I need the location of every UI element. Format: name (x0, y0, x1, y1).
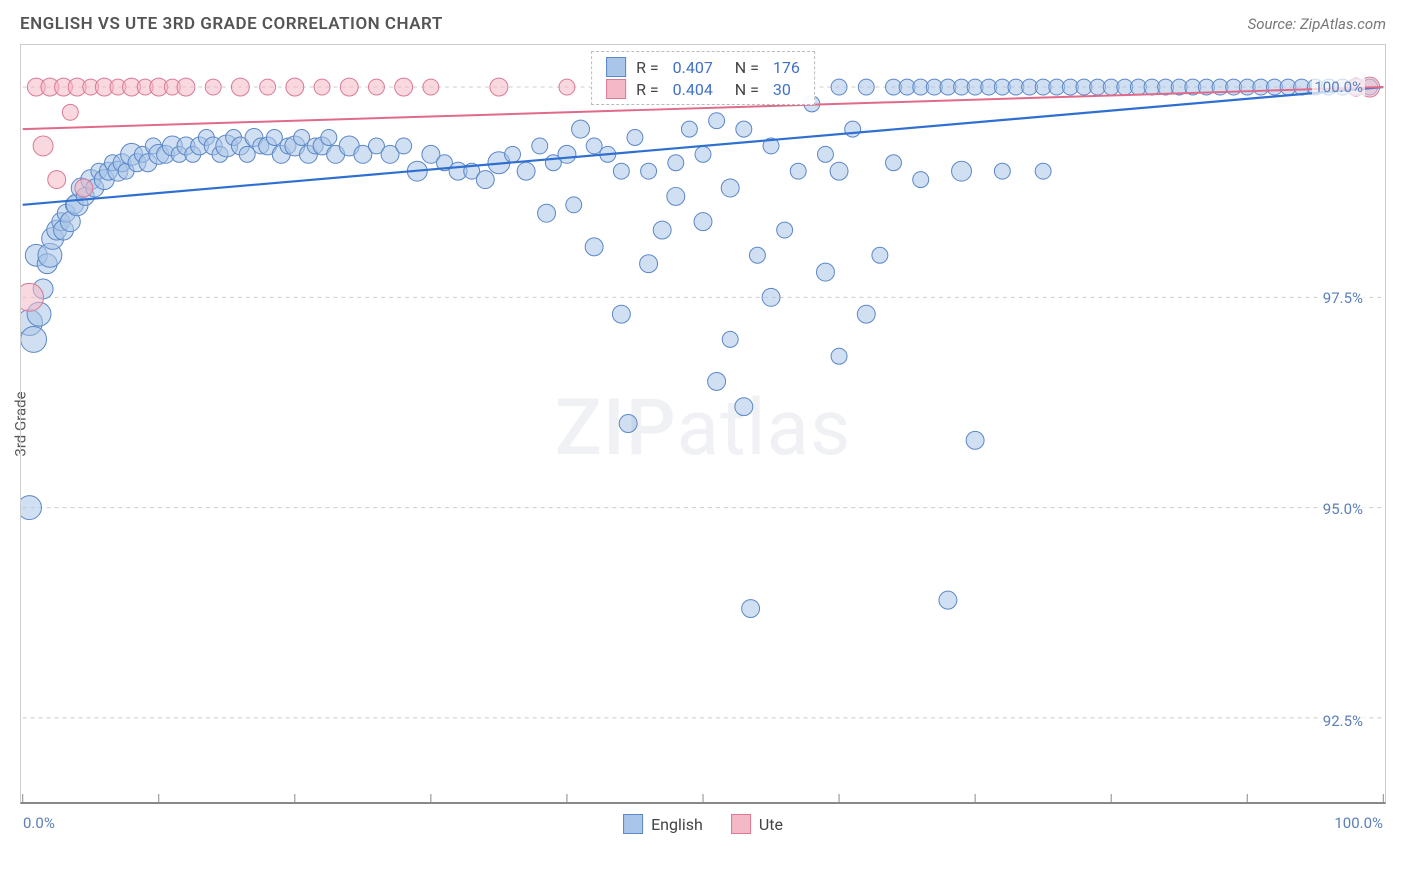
legend-item: Ute (731, 814, 783, 834)
n-label: N = (723, 80, 763, 99)
source-label: Source: ZipAtlas.com (1248, 15, 1386, 33)
y-tick-label: 92.5% (1321, 712, 1365, 730)
series-swatch (606, 57, 626, 77)
legend-label: Ute (759, 815, 783, 834)
n-label: N = (723, 58, 763, 77)
n-value: 176 (773, 58, 800, 77)
r-value: 0.404 (673, 80, 713, 99)
chart-header: ENGLISH VS UTE 3RD GRADE CORRELATION CHA… (0, 0, 1406, 44)
plot-area: ZIPatlas R = 0.407 N = 176R = 0.404 N = … (20, 44, 1386, 804)
correlation-row: R = 0.404 N = 30 (606, 78, 800, 100)
legend-item: English (623, 814, 703, 834)
scatter-svg (21, 45, 1385, 802)
r-value: 0.407 (673, 58, 713, 77)
x-axis-max-label: 100.0% (1334, 814, 1383, 832)
r-label: R = (636, 58, 663, 77)
series-swatch (606, 79, 626, 99)
y-tick-label: 95.0% (1321, 500, 1365, 518)
series-legend: English Ute (623, 814, 783, 834)
r-label: R = (636, 80, 663, 99)
plot-wrap: 3rd Grade ZIPatlas R = 0.407 N = 176R = … (20, 44, 1386, 804)
n-value: 30 (773, 80, 791, 99)
y-tick-label: 100.0% (1312, 78, 1365, 96)
chart-title: ENGLISH VS UTE 3RD GRADE CORRELATION CHA… (20, 14, 443, 34)
x-axis-min-label: 0.0% (23, 814, 55, 832)
correlation-legend: R = 0.407 N = 176R = 0.404 N = 30 (591, 51, 815, 105)
y-tick-label: 97.5% (1321, 289, 1365, 307)
legend-label: English (651, 815, 703, 834)
legend-swatch (623, 814, 643, 834)
correlation-row: R = 0.407 N = 176 (606, 56, 800, 78)
legend-swatch (731, 814, 751, 834)
